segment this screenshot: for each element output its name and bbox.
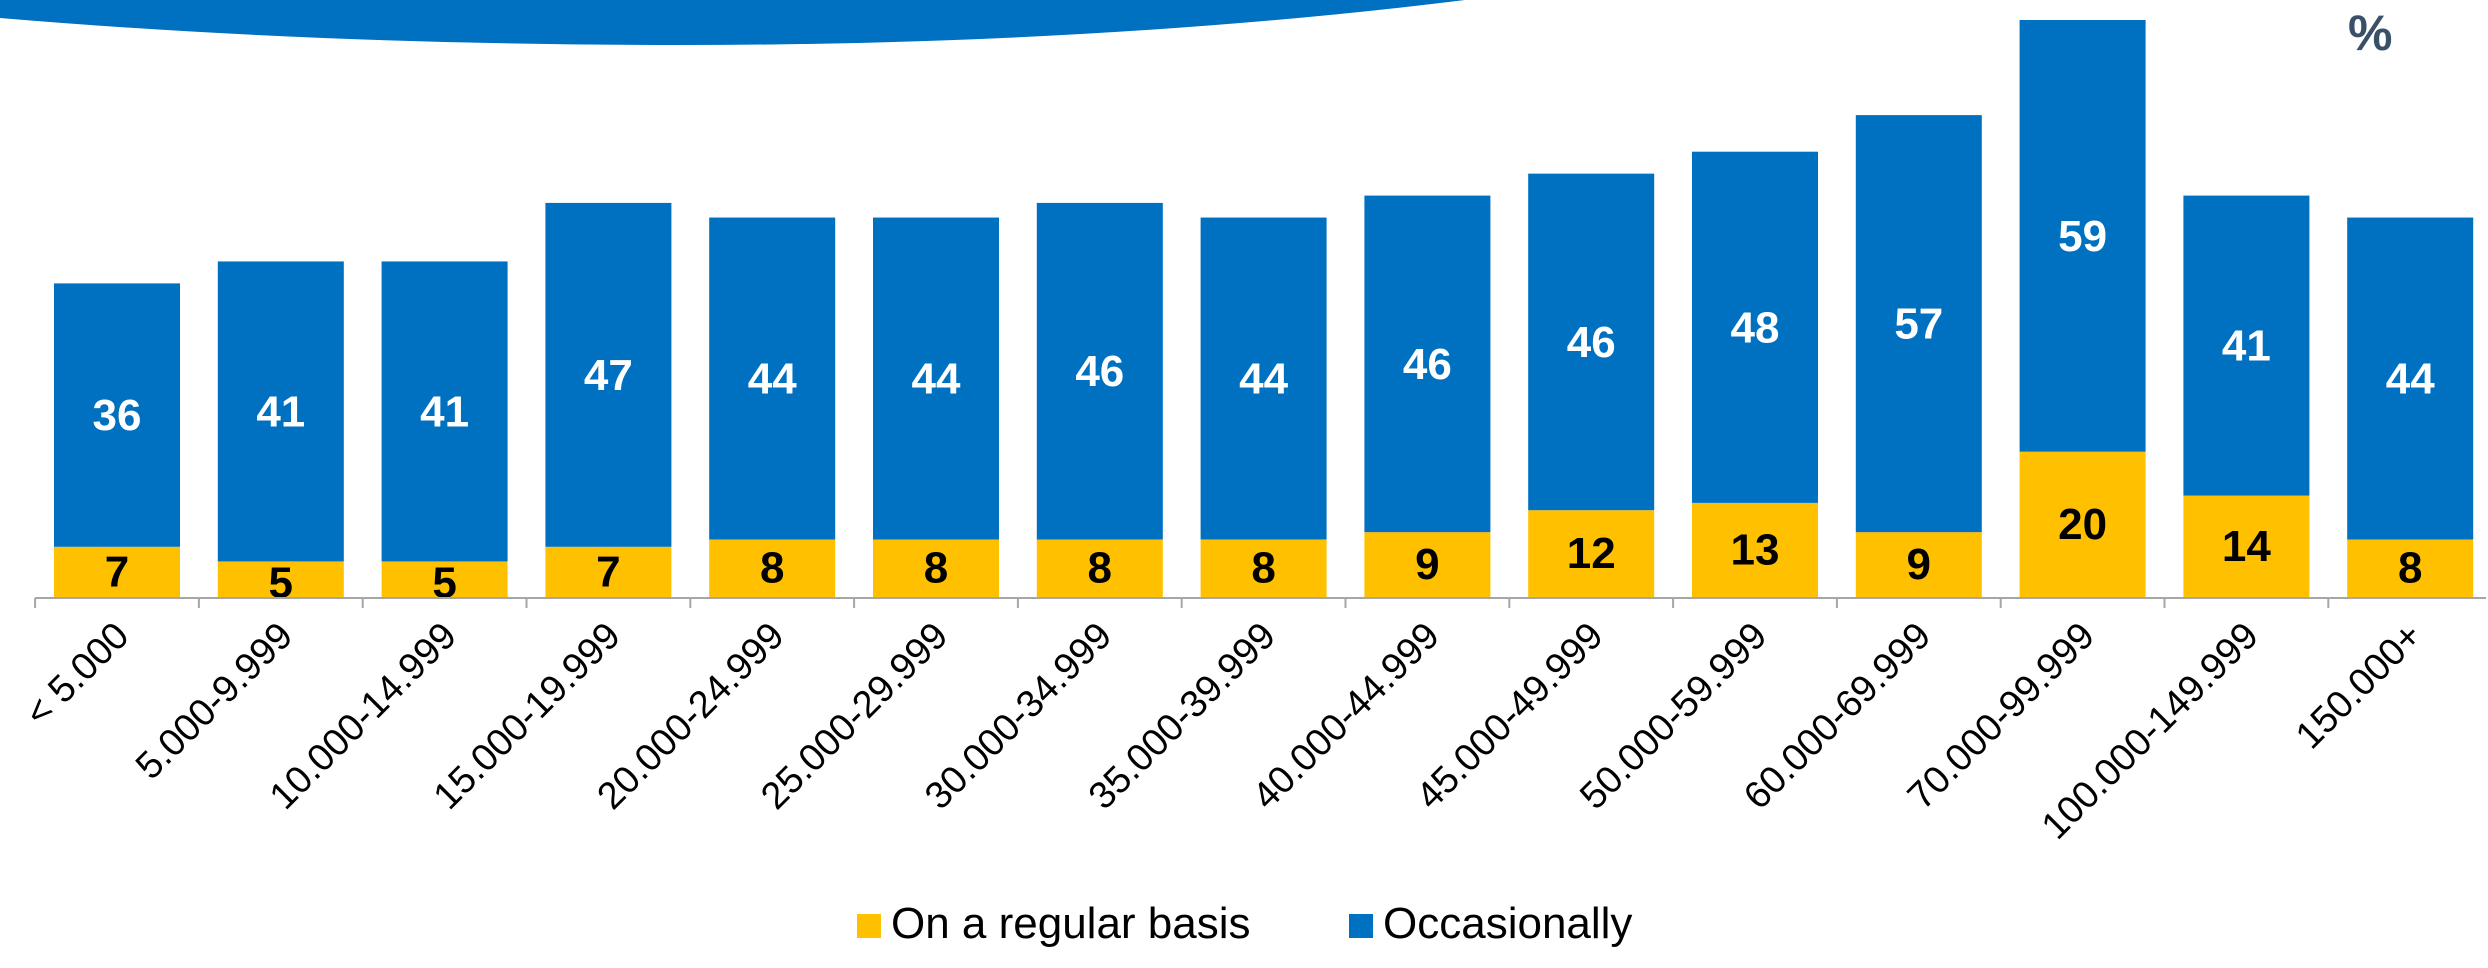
bar-regular-1 bbox=[217, 561, 344, 598]
label-occasional-2: 41 bbox=[420, 387, 469, 436]
label-occasional-14: 44 bbox=[2386, 355, 2435, 404]
label-regular-10: 13 bbox=[1731, 525, 1780, 574]
label-regular-4: 8 bbox=[760, 544, 784, 593]
label-regular-2: 5 bbox=[432, 559, 456, 608]
bar-regular-8 bbox=[1364, 532, 1491, 598]
x-tick-labels: < 5.0005.000-9.99910.000-14.99915.000-19… bbox=[17, 615, 2430, 848]
bar-regular-13 bbox=[2183, 495, 2310, 598]
label-occasional-6: 46 bbox=[1075, 347, 1124, 396]
label-occasional-8: 46 bbox=[1403, 340, 1452, 389]
bar-occasional-7 bbox=[1200, 217, 1327, 540]
label-regular-3: 7 bbox=[596, 547, 620, 596]
bar-regular-5 bbox=[873, 539, 999, 598]
bar-occasional-4 bbox=[709, 217, 836, 540]
label-occasional-3: 47 bbox=[584, 351, 633, 400]
label-occasional-7: 44 bbox=[1239, 355, 1288, 404]
bar-regular-12 bbox=[2019, 451, 2146, 598]
legend: On a regular basis Occasionally bbox=[857, 899, 1632, 948]
bar-occasional-1 bbox=[217, 261, 344, 562]
label-occasional-1: 41 bbox=[256, 387, 305, 436]
label-regular-8: 9 bbox=[1415, 540, 1439, 589]
tick-label-0: < 5.000 bbox=[17, 615, 137, 735]
label-regular-6: 8 bbox=[1088, 544, 1112, 593]
bar-regular-0 bbox=[54, 546, 180, 598]
label-occasional-5: 44 bbox=[912, 355, 961, 404]
label-occasional-10: 48 bbox=[1731, 303, 1780, 352]
label-occasional-9: 46 bbox=[1567, 318, 1616, 367]
bar-regular-10 bbox=[1692, 502, 1818, 598]
bar-regular-7 bbox=[1200, 539, 1327, 598]
bar-regular-9 bbox=[1528, 510, 1655, 598]
bar-occasional-2 bbox=[381, 261, 508, 562]
bar-regular-14 bbox=[2347, 539, 2474, 598]
bar-regular-3 bbox=[545, 546, 672, 598]
bar-regular-4 bbox=[709, 539, 836, 598]
label-regular-5: 8 bbox=[924, 544, 948, 593]
bar-occasional-0 bbox=[54, 283, 180, 547]
bar-occasional-14 bbox=[2347, 217, 2474, 540]
bar-occasional-8 bbox=[1364, 195, 1491, 533]
tick-label-14: 150.000+ bbox=[2288, 615, 2431, 758]
bar-occasional-10 bbox=[1692, 151, 1818, 503]
bar-occasional-5 bbox=[873, 217, 999, 540]
label-occasional-0: 36 bbox=[93, 391, 142, 440]
bar-occasional-9 bbox=[1528, 173, 1655, 511]
label-regular-7: 8 bbox=[1251, 544, 1275, 593]
label-regular-13: 14 bbox=[2222, 522, 2271, 571]
label-regular-12: 20 bbox=[2058, 500, 2107, 549]
bar-occasional-11 bbox=[1855, 115, 1982, 533]
header-swoosh bbox=[0, 0, 1465, 45]
label-occasional-4: 44 bbox=[748, 355, 797, 404]
legend-swatch-0 bbox=[857, 914, 881, 938]
unit-label: % bbox=[2348, 5, 2393, 61]
bar-occasional-13 bbox=[2183, 195, 2310, 496]
label-regular-14: 8 bbox=[2398, 544, 2422, 593]
x-axis bbox=[34, 597, 2486, 608]
bar-regular-11 bbox=[1855, 532, 1982, 598]
label-occasional-13: 41 bbox=[2222, 322, 2271, 371]
bar-regular-2 bbox=[381, 561, 508, 598]
legend-label-0: On a regular basis bbox=[891, 899, 1251, 948]
bar-occasional-3 bbox=[545, 202, 672, 547]
legend-label-1: Occasionally bbox=[1383, 899, 1632, 948]
label-occasional-11: 57 bbox=[1894, 300, 1943, 349]
label-regular-11: 9 bbox=[1907, 540, 1931, 589]
bar-regular-6 bbox=[1036, 539, 1163, 598]
bar-occasional-6 bbox=[1036, 202, 1163, 540]
label-regular-1: 5 bbox=[269, 559, 293, 608]
label-regular-9: 12 bbox=[1567, 529, 1616, 578]
bar-occasional-12 bbox=[2019, 20, 2146, 452]
label-regular-0: 7 bbox=[105, 547, 129, 596]
label-occasional-12: 59 bbox=[2058, 212, 2107, 261]
bars-layer: 7 36 5 41 5 41 7 47 8 44 8 44 8 46 8 44 9 46 12 46 13 48 9 57 20… bbox=[54, 20, 2474, 608]
legend-swatch-1 bbox=[1349, 914, 1373, 938]
tick-label-1: 5.000-9.999 bbox=[128, 615, 301, 788]
